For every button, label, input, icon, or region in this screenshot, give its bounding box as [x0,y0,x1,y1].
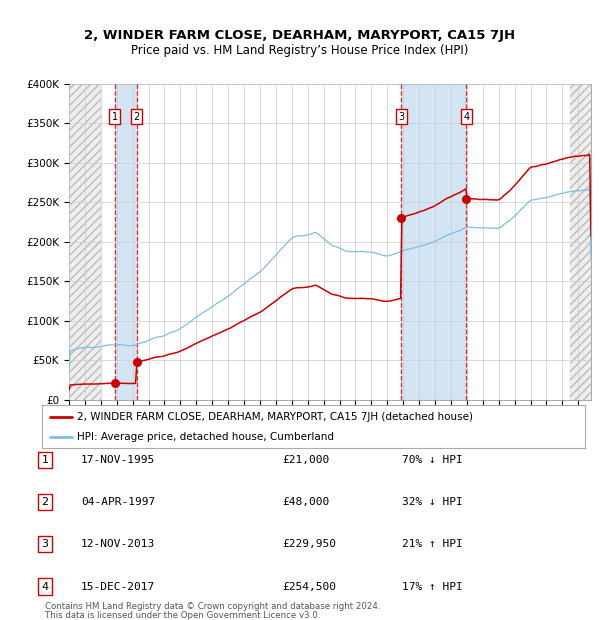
Text: 4: 4 [41,582,49,591]
Text: 3: 3 [41,539,49,549]
Text: 2, WINDER FARM CLOSE, DEARHAM, MARYPORT, CA15 7JH (detached house): 2, WINDER FARM CLOSE, DEARHAM, MARYPORT,… [77,412,473,422]
Text: £48,000: £48,000 [282,497,329,507]
Text: 17% ↑ HPI: 17% ↑ HPI [402,582,463,591]
Text: 32% ↓ HPI: 32% ↓ HPI [402,497,463,507]
Text: 15-DEC-2017: 15-DEC-2017 [81,582,155,591]
Text: 3: 3 [398,112,404,122]
Text: £229,950: £229,950 [282,539,336,549]
Text: 70% ↓ HPI: 70% ↓ HPI [402,455,463,465]
Bar [571,84,591,400]
Text: 1: 1 [41,455,49,465]
Text: 2: 2 [41,497,49,507]
Text: 04-APR-1997: 04-APR-1997 [81,497,155,507]
Bar [69,84,101,400]
Text: 1: 1 [112,112,118,122]
Text: £254,500: £254,500 [282,582,336,591]
Text: £21,000: £21,000 [282,455,329,465]
Text: 2: 2 [134,112,140,122]
Text: Contains HM Land Registry data © Crown copyright and database right 2024.: Contains HM Land Registry data © Crown c… [45,602,380,611]
Text: This data is licensed under the Open Government Licence v3.0.: This data is licensed under the Open Gov… [45,611,320,619]
Text: 4: 4 [463,112,469,122]
Text: 17-NOV-1995: 17-NOV-1995 [81,455,155,465]
Text: 21% ↑ HPI: 21% ↑ HPI [402,539,463,549]
Bar [401,84,466,400]
Text: 12-NOV-2013: 12-NOV-2013 [81,539,155,549]
Text: 2, WINDER FARM CLOSE, DEARHAM, MARYPORT, CA15 7JH: 2, WINDER FARM CLOSE, DEARHAM, MARYPORT,… [85,30,515,42]
Text: HPI: Average price, detached house, Cumberland: HPI: Average price, detached house, Cumb… [77,432,334,442]
Text: Price paid vs. HM Land Registry’s House Price Index (HPI): Price paid vs. HM Land Registry’s House … [131,45,469,57]
Bar [115,84,137,400]
